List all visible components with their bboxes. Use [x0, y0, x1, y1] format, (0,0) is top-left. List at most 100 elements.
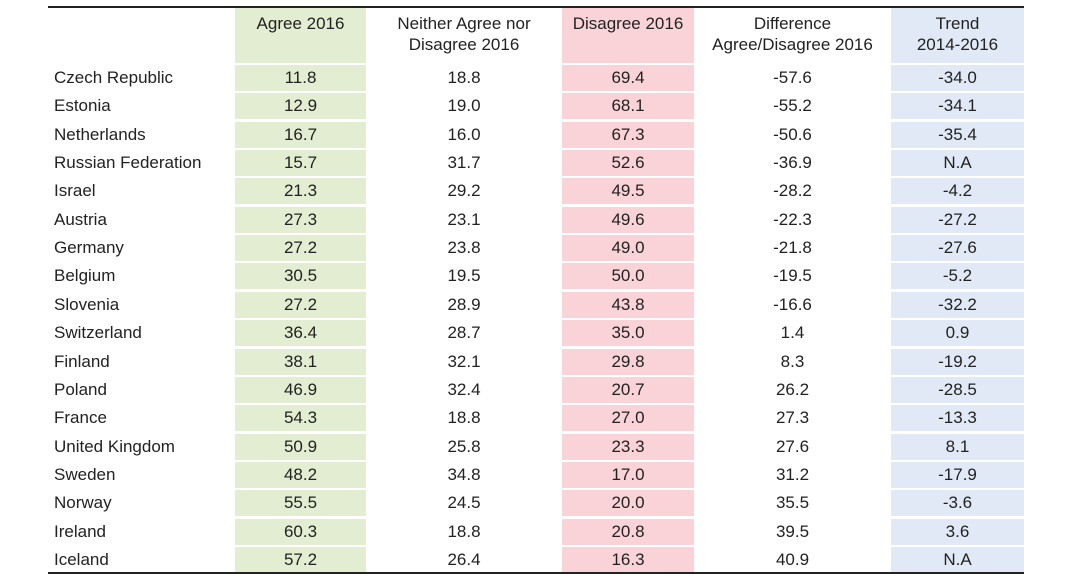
cell-difference: 35.5	[775, 493, 810, 513]
cell-trend: -17.9	[891, 461, 1024, 488]
cell-neither: 19.5	[447, 266, 481, 286]
table-top-rule	[48, 6, 1024, 8]
cell-disagree: 52.6	[562, 150, 694, 177]
cell-difference: 27.6	[775, 436, 810, 456]
cell-neither: 16.0	[447, 124, 481, 144]
table-row: Austria 27.3 23.1 49.6 -22.3 -27.2	[48, 206, 1024, 235]
cell-neither: 28.9	[447, 294, 481, 314]
cell-disagree: 23.3	[562, 433, 694, 460]
cell-difference: -28.2	[773, 181, 812, 201]
cell-disagree: 49.0	[562, 235, 694, 262]
cell-trend: -27.6	[891, 235, 1024, 262]
cell-agree: 30.5	[235, 263, 366, 290]
header-trend-2014-2016: Trend 2014-2016	[891, 8, 1024, 63]
cell-agree: 46.9	[235, 376, 366, 403]
cell-agree: 27.3	[235, 206, 366, 233]
header-neither-2016: Neither Agree nor Disagree 2016	[397, 14, 531, 54]
table-row: United Kingdom 50.9 25.8 23.3 27.6 8.1	[48, 433, 1024, 462]
cell-country: Iceland	[54, 549, 109, 569]
cell-difference: -55.2	[773, 96, 812, 116]
cell-neither: 34.8	[447, 464, 481, 484]
cell-neither: 28.7	[447, 323, 481, 343]
cell-country: United Kingdom	[54, 436, 175, 456]
cell-country: Ireland	[54, 521, 106, 541]
cell-trend: 3.6	[891, 518, 1024, 545]
table-row: Estonia 12.9 19.0 68.1 -55.2 -34.1	[48, 93, 1024, 121]
cell-neither: 18.8	[447, 408, 481, 428]
table-row: Ireland 60.3 18.8 20.8 39.5 3.6	[48, 518, 1024, 547]
cell-agree: 38.1	[235, 348, 366, 375]
table-row: Germany 27.2 23.8 49.0 -21.8 -27.6	[48, 235, 1024, 263]
table-row: Poland 46.9 32.4 20.7 26.2 -28.5	[48, 376, 1024, 405]
cell-neither: 18.8	[447, 521, 481, 541]
cell-country: Israel	[54, 181, 96, 201]
cell-agree: 27.2	[235, 235, 366, 262]
header-disagree-2016: Disagree 2016	[562, 8, 694, 63]
cell-trend: -27.2	[891, 206, 1024, 233]
cell-disagree: 49.5	[562, 178, 694, 205]
cell-agree: 50.9	[235, 433, 366, 460]
table-row: Norway 55.5 24.5 20.0 35.5 -3.6	[48, 490, 1024, 518]
cell-difference: 40.9	[775, 549, 810, 569]
cell-neither: 19.0	[447, 96, 481, 116]
cell-country: Poland	[54, 379, 107, 399]
cell-country: Finland	[54, 351, 110, 371]
table-row: Slovenia 27.2 28.9 43.8 -16.6 -32.2	[48, 291, 1024, 320]
cell-agree: 55.5	[235, 490, 366, 517]
table-row: Finland 38.1 32.1 29.8 8.3 -19.2	[48, 348, 1024, 377]
cell-country: Norway	[54, 493, 112, 513]
cell-difference: 26.2	[775, 379, 810, 399]
cell-country: Belgium	[54, 266, 116, 286]
cell-trend: -35.4	[891, 121, 1024, 148]
cell-disagree: 43.8	[562, 291, 694, 318]
cell-disagree: 35.0	[562, 320, 694, 347]
cell-trend: -5.2	[891, 263, 1024, 290]
cell-trend: N.A	[891, 546, 1024, 573]
cell-trend: -13.3	[891, 405, 1024, 432]
cell-country: Czech Republic	[54, 68, 174, 87]
cell-disagree: 29.8	[562, 348, 694, 375]
cell-trend: -34.1	[891, 93, 1024, 120]
cell-agree: 60.3	[235, 518, 366, 545]
table-row: Iceland 57.2 26.4 16.3 40.9 N.A	[48, 546, 1024, 575]
cell-difference: 27.3	[775, 408, 810, 428]
cell-country: Netherlands	[54, 124, 146, 144]
cell-disagree: 50.0	[562, 263, 694, 290]
table-row: Czech Republic 11.8 18.8 69.4 -57.6 -34.0	[48, 65, 1024, 93]
table-row: Russian Federation 15.7 31.7 52.6 -36.9 N.A	[48, 150, 1024, 178]
cell-disagree: 68.1	[562, 93, 694, 120]
table-row: Switzerland 36.4 28.7 35.0 1.4 0.9	[48, 320, 1024, 348]
cell-difference: 1.4	[780, 323, 805, 343]
cell-agree: 11.8	[235, 65, 366, 91]
cell-neither: 29.2	[447, 181, 481, 201]
cell-difference: -57.6	[773, 68, 812, 87]
table-row: Sweden 48.2 34.8 17.0 31.2 -17.9	[48, 461, 1024, 490]
cell-agree: 16.7	[235, 121, 366, 148]
cell-difference: 39.5	[775, 521, 810, 541]
cell-neither: 25.8	[447, 436, 481, 456]
cell-country: France	[54, 408, 107, 428]
cell-difference: -16.6	[773, 294, 812, 314]
cell-country: Sweden	[54, 464, 116, 484]
cell-difference: -36.9	[773, 153, 812, 173]
cell-disagree: 20.7	[562, 376, 694, 403]
cell-country: Russian Federation	[54, 153, 202, 173]
cell-country: Austria	[54, 209, 107, 229]
cell-agree: 54.3	[235, 405, 366, 432]
cell-agree: 27.2	[235, 291, 366, 318]
cell-disagree: 20.8	[562, 518, 694, 545]
cell-disagree: 27.0	[562, 405, 694, 432]
cell-agree: 15.7	[235, 150, 366, 177]
cell-neither: 32.1	[447, 351, 481, 371]
table-row: Belgium 30.5 19.5 50.0 -19.5 -5.2	[48, 263, 1024, 291]
table-row: Netherlands 16.7 16.0 67.3 -50.6 -35.4	[48, 121, 1024, 150]
cell-agree: 12.9	[235, 93, 366, 120]
cell-trend: -19.2	[891, 348, 1024, 375]
cell-trend: -32.2	[891, 291, 1024, 318]
table-row: France 54.3 18.8 27.0 27.3 -13.3	[48, 405, 1024, 433]
table-bottom-rule	[48, 572, 1024, 574]
cell-difference: -50.6	[773, 124, 812, 144]
cell-disagree: 17.0	[562, 461, 694, 488]
header-difference-2016: Difference Agree/Disagree 2016	[712, 14, 873, 54]
cell-neither: 18.8	[447, 68, 481, 87]
